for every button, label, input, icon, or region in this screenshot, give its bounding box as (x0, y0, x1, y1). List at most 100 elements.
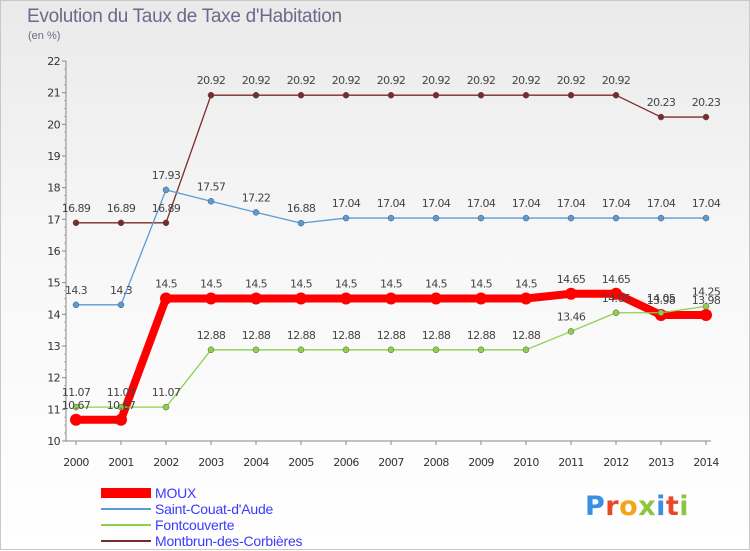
data-point-saint-couat-d-aude (117, 301, 125, 309)
data-label-moux: 14.5 (155, 278, 178, 291)
data-point-moux (115, 413, 127, 426)
data-label-saint-couat-d-aude: 14.3 (65, 284, 88, 297)
data-point-moux (160, 292, 172, 305)
data-labels: 16.89 16.89 16.89 20.92 20.92 20.92 20.92 20.92… (62, 74, 722, 412)
y-tick-label: 10 (47, 435, 60, 448)
y-tick-label: 14 (47, 308, 60, 321)
data-point-montbrun-des-corbieres (522, 91, 530, 99)
data-label-moux: 14.5 (335, 278, 358, 291)
x-tick-label: 2007 (378, 456, 404, 469)
y-tick-label: 16 (47, 245, 60, 258)
data-point-moux (565, 287, 577, 300)
data-label-montbrun-des-corbieres: 20.92 (377, 74, 406, 87)
data-label-fontcouverte: 11.07 (152, 386, 181, 399)
data-point-fontcouverte (252, 346, 260, 354)
data-point-fontcouverte (702, 303, 710, 310)
data-point-saint-couat-d-aude (207, 198, 215, 205)
logo-letter: o (619, 491, 639, 522)
x-tick-label: 2004 (243, 456, 269, 469)
data-point-montbrun-des-corbieres (117, 219, 125, 227)
data-label-saint-couat-d-aude: 17.04 (692, 197, 721, 210)
data-point-saint-couat-d-aude (297, 219, 305, 227)
x-tick-label: 2013 (648, 456, 674, 469)
data-point-moux (610, 287, 622, 300)
y-tick-label: 18 (47, 182, 60, 195)
data-label-saint-couat-d-aude: 16.88 (287, 202, 316, 215)
series-lines (70, 91, 712, 426)
data-point-montbrun-des-corbieres (72, 219, 80, 227)
data-label-saint-couat-d-aude: 17.22 (242, 191, 271, 204)
data-label-saint-couat-d-aude: 17.04 (422, 197, 451, 210)
data-point-fontcouverte (342, 346, 350, 354)
data-point-montbrun-des-corbieres (387, 91, 395, 99)
data-point-montbrun-des-corbieres (612, 91, 620, 99)
data-point-fontcouverte (612, 309, 620, 316)
data-point-moux (250, 292, 262, 305)
legend-swatch (101, 540, 151, 542)
data-label-saint-couat-d-aude: 17.04 (332, 197, 361, 210)
y-tick-label: 20 (47, 118, 60, 131)
data-label-fontcouverte: 12.88 (197, 329, 226, 342)
data-point-saint-couat-d-aude (477, 214, 485, 222)
data-point-montbrun-des-corbieres (297, 91, 305, 99)
data-label-montbrun-des-corbieres: 20.23 (647, 96, 676, 109)
data-point-montbrun-des-corbieres (702, 113, 710, 121)
legend-label: Montbrun-des-Corbières (155, 533, 303, 549)
data-label-fontcouverte: 13.46 (557, 310, 586, 323)
data-point-moux (385, 292, 397, 305)
data-label-moux: 14.5 (515, 278, 538, 291)
data-label-moux: 14.5 (245, 278, 268, 291)
data-label-moux: 13.98 (692, 294, 721, 307)
data-point-fontcouverte (522, 346, 530, 354)
data-point-fontcouverte (657, 309, 665, 316)
data-point-saint-couat-d-aude (432, 214, 440, 222)
data-label-montbrun-des-corbieres: 20.23 (692, 96, 721, 109)
x-tick-label: 2012 (603, 456, 629, 469)
data-label-saint-couat-d-aude: 17.57 (197, 180, 226, 193)
data-point-montbrun-des-corbieres (342, 91, 350, 99)
logo-letter: t (665, 491, 680, 522)
x-tick-label: 2008 (423, 456, 449, 469)
x-tick-label: 2011 (558, 456, 584, 469)
data-label-fontcouverte: 14.25 (692, 285, 721, 298)
data-point-fontcouverte (117, 403, 125, 411)
x-tick-label: 2003 (198, 456, 224, 469)
data-label-moux: 10.67 (62, 399, 91, 412)
data-label-fontcouverte: 14.05 (647, 292, 676, 305)
data-point-montbrun-des-corbieres (252, 91, 260, 99)
data-label-saint-couat-d-aude: 17.04 (557, 197, 586, 210)
data-point-saint-couat-d-aude (387, 214, 395, 222)
data-point-moux (295, 292, 307, 305)
logo-letter: P (585, 491, 606, 522)
data-label-fontcouverte: 12.88 (467, 329, 496, 342)
data-point-montbrun-des-corbieres (207, 91, 215, 99)
data-point-montbrun-des-corbieres (567, 91, 575, 99)
axes: 10 11 12 13 14 15 16 17 18 19 20 21 22 2000 2001 2002 20… (47, 55, 720, 469)
data-label-fontcouverte: 12.88 (377, 329, 406, 342)
data-point-saint-couat-d-aude (612, 214, 620, 222)
data-point-saint-couat-d-aude (522, 214, 530, 222)
legend-swatch (101, 508, 151, 510)
data-label-fontcouverte: 12.88 (287, 329, 316, 342)
data-label-fontcouverte: 12.88 (332, 329, 361, 342)
legend-label: Saint-Couat-d'Aude (155, 501, 274, 517)
logo-letter: i (679, 491, 690, 522)
x-tick-label: 2005 (288, 456, 314, 469)
data-label-montbrun-des-corbieres: 20.92 (467, 74, 496, 87)
data-point-saint-couat-d-aude (252, 209, 260, 216)
data-point-moux (340, 292, 352, 305)
data-point-moux (475, 292, 487, 305)
data-label-fontcouverte: 11.07 (62, 386, 91, 399)
data-point-moux (700, 308, 712, 321)
data-label-fontcouverte: 12.88 (512, 329, 541, 342)
y-tick-label: 22 (47, 55, 60, 68)
data-point-fontcouverte (477, 346, 485, 354)
proxiti-logo: Proxiti (585, 491, 689, 522)
x-tick-label: 2009 (468, 456, 494, 469)
logo-letter: x (638, 491, 657, 522)
chart-title: Evolution du Taux de Taxe d'Habitation (27, 6, 342, 27)
data-point-montbrun-des-corbieres (657, 113, 665, 121)
data-point-fontcouverte (297, 346, 305, 354)
